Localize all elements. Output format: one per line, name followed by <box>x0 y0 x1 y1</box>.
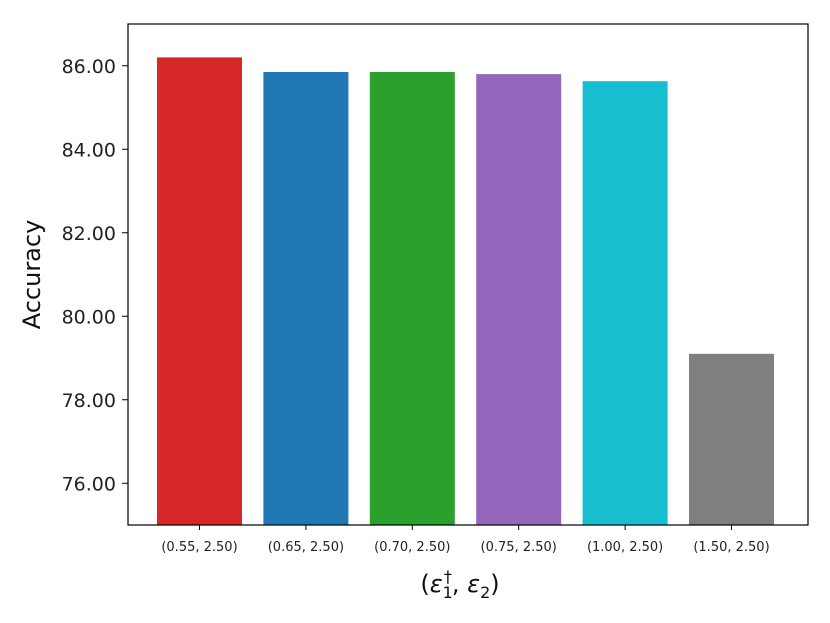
x-tick-label: (1.50, 2.50) <box>693 540 769 555</box>
y-tick-label: 76.00 <box>62 473 116 495</box>
x-tick-label: (1.00, 2.50) <box>587 540 663 555</box>
y-tick-label: 80.00 <box>62 306 116 328</box>
x-tick-label: (0.75, 2.50) <box>481 540 557 555</box>
y-tick-label: 82.00 <box>62 223 116 245</box>
y-axis-ticks: 76.00 78.00 80.00 82.00 84.00 86.00 <box>62 56 128 495</box>
x-axis-label: (ε1†, ε2) <box>420 567 499 602</box>
x-tick-label: (0.55, 2.50) <box>161 540 237 555</box>
bar-2 <box>263 72 349 525</box>
y-axis-label: Accuracy <box>18 220 46 330</box>
bars-group <box>157 57 774 526</box>
bar-3 <box>369 72 455 525</box>
x-axis-ticks: (0.55, 2.50) (0.65, 2.50) (0.70, 2.50) (0.7… <box>161 525 770 555</box>
bar-1 <box>157 57 242 526</box>
y-tick-label: 78.00 <box>62 390 116 412</box>
bar-4 <box>476 74 562 525</box>
plot-frame <box>127 23 809 526</box>
y-tick-label: 84.00 <box>62 139 116 161</box>
x-tick-label: (0.70, 2.50) <box>374 540 450 555</box>
x-tick-label: (0.65, 2.50) <box>268 540 344 555</box>
bar-6 <box>689 353 774 525</box>
bar-5 <box>582 81 668 525</box>
y-tick-label: 86.00 <box>62 56 116 78</box>
